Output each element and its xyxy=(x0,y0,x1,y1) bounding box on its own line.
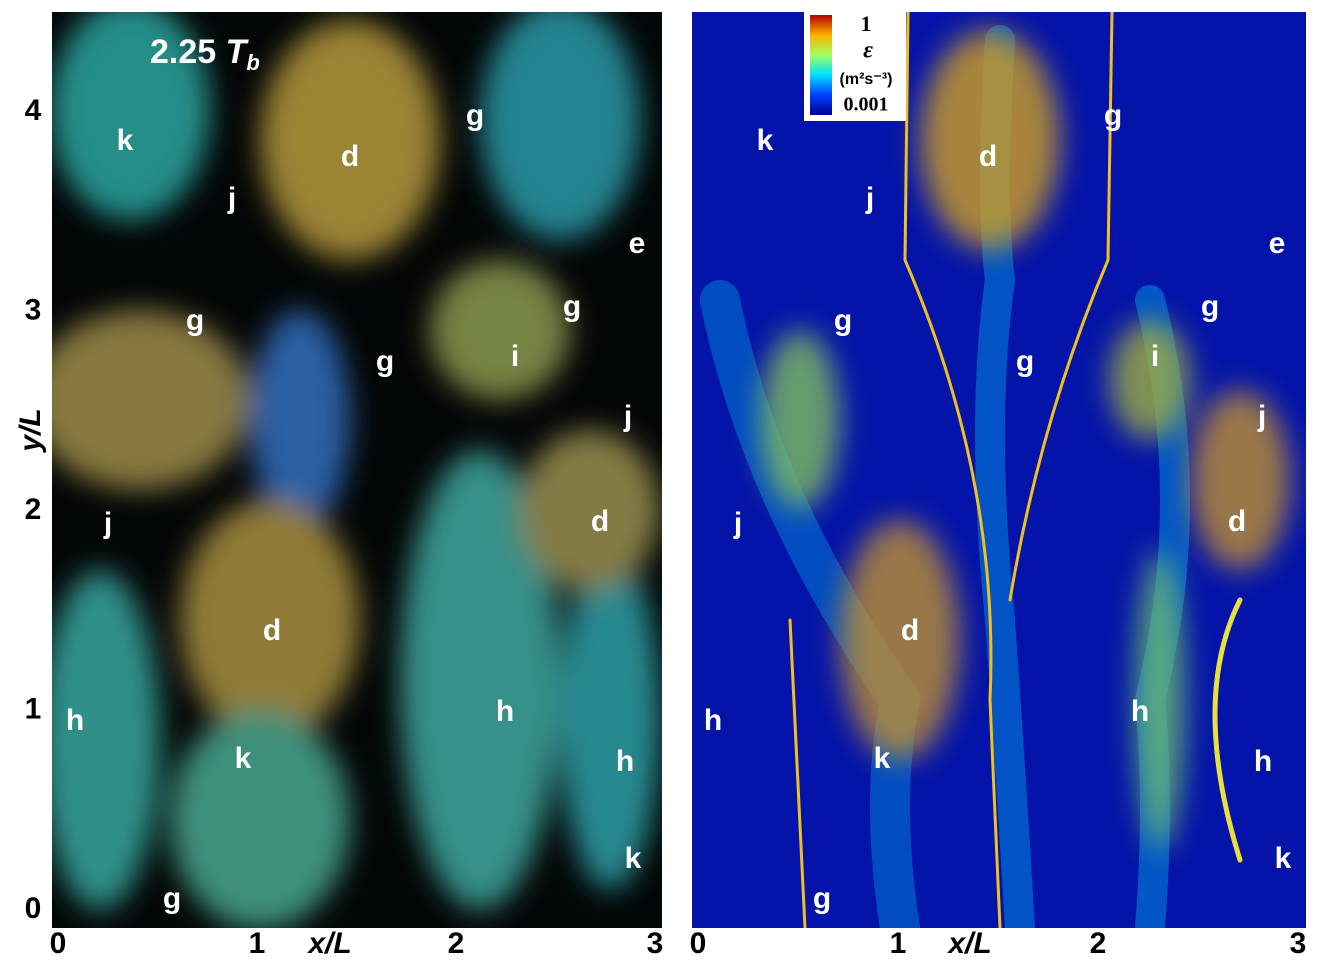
left-visualization xyxy=(52,12,662,928)
x-axis-label: x/L xyxy=(306,927,351,960)
region-label: g xyxy=(813,882,831,915)
region-label: h xyxy=(616,745,634,778)
colorbar-max: 1 xyxy=(861,11,872,36)
region-label: g xyxy=(466,99,484,132)
region-label: g xyxy=(1016,345,1034,378)
time-subscript: b xyxy=(246,50,259,75)
region-label: d xyxy=(263,614,281,647)
y-axis-label: y/L xyxy=(14,408,47,453)
time-value: 2.25 xyxy=(150,33,216,71)
x-tick-label: 3 xyxy=(647,927,664,960)
region-label: j xyxy=(1257,400,1266,433)
region-label: g xyxy=(376,345,394,378)
region-label: j xyxy=(623,400,632,433)
region-label: g xyxy=(163,882,181,915)
region-label: h xyxy=(1131,695,1149,728)
region-label: h xyxy=(496,695,514,728)
x-tick-label: 0 xyxy=(690,927,707,960)
region-label: e xyxy=(1269,227,1286,260)
colorbar-units: (m²s⁻³) xyxy=(840,71,893,88)
region-label: d xyxy=(341,140,359,173)
y-tick-label: 1 xyxy=(25,692,42,725)
region-label: g xyxy=(1104,99,1122,132)
region-label: d xyxy=(591,505,609,538)
region-label: h xyxy=(704,704,722,737)
region-label: k xyxy=(625,842,642,875)
region-label: k xyxy=(235,742,252,775)
x-tick-label: 2 xyxy=(448,927,465,960)
region-label: d xyxy=(901,614,919,647)
region-label: j xyxy=(103,507,112,540)
x-tick-label: 0 xyxy=(50,927,67,960)
colorbar-min: 0.001 xyxy=(844,94,889,116)
region-label: g xyxy=(563,290,581,323)
x-tick-label: 2 xyxy=(1090,927,1107,960)
x-axis-label: x/L xyxy=(946,927,991,960)
y-tick-label: 3 xyxy=(25,293,42,326)
region-label: d xyxy=(979,140,997,173)
right-visualization xyxy=(692,12,1306,928)
region-label: k xyxy=(1275,842,1292,875)
region-label: j xyxy=(865,182,874,215)
colorbar-symbol: ε xyxy=(863,38,873,64)
y-tick-label: 2 xyxy=(25,493,42,526)
region-label: i xyxy=(1151,340,1159,373)
region-label: h xyxy=(66,704,84,737)
time-label: 2.25 Tb xyxy=(150,33,260,75)
region-label: j xyxy=(227,182,236,215)
colorbar: 1 ε (m²s⁻³) 0.001 xyxy=(804,11,906,121)
x-tick-label: 3 xyxy=(1290,927,1307,960)
region-label: i xyxy=(511,340,519,373)
region-label: g xyxy=(186,304,204,337)
region-label: d xyxy=(1228,505,1246,538)
region-label: j xyxy=(733,507,742,540)
region-label: k xyxy=(874,742,891,775)
y-tick-label: 0 xyxy=(25,892,42,925)
region-label: e xyxy=(629,227,646,260)
y-tick-label: 4 xyxy=(25,94,42,127)
region-label: g xyxy=(1201,290,1219,323)
region-label: k xyxy=(117,124,134,157)
x-tick-label: 1 xyxy=(890,927,907,960)
region-label: k xyxy=(757,124,774,157)
region-label: h xyxy=(1254,745,1272,778)
x-tick-label: 1 xyxy=(249,927,266,960)
time-symbol: T xyxy=(226,33,250,71)
region-label: g xyxy=(834,304,852,337)
